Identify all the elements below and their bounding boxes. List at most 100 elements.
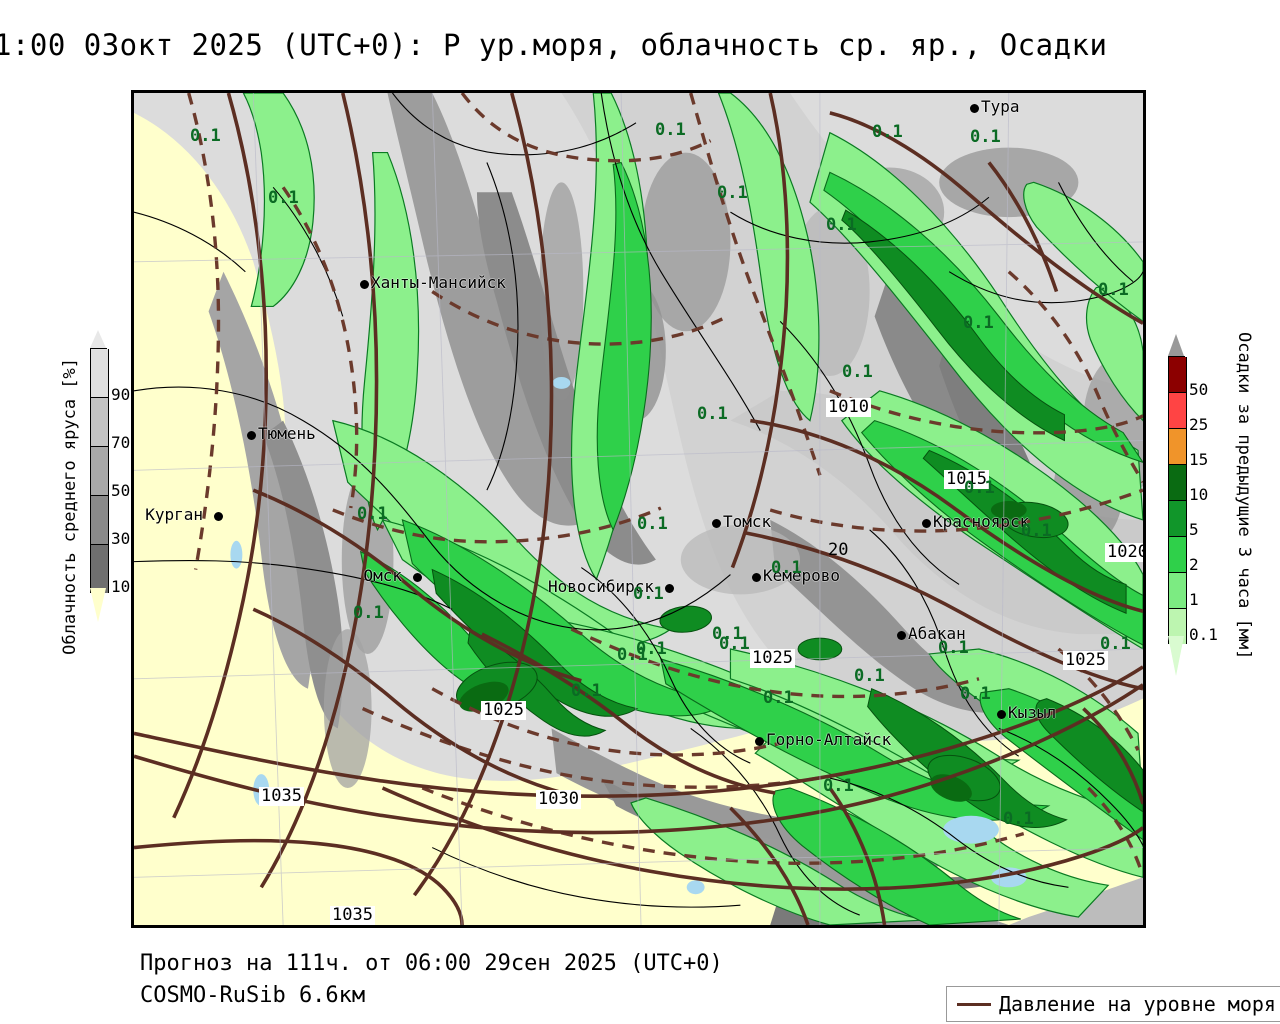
colorbar-segment <box>1168 428 1187 464</box>
city-label: Абакан <box>908 624 966 643</box>
colorbar-segment <box>90 446 109 495</box>
city-label: Томск <box>723 512 772 531</box>
colorbar-tick-label: 2 <box>1189 555 1199 574</box>
colorbar-tick-label: 70 <box>111 433 131 452</box>
city-dot <box>970 104 979 113</box>
city-dot <box>413 573 422 582</box>
map-canvas[interactable]: Тура Ханты-Мансийск Тюмень Курган Омск Томск Н… <box>134 93 1143 925</box>
city-label: Ханты-Мансийск <box>371 273 506 292</box>
city-label: Новосибирск <box>548 577 654 596</box>
isobar-label: 1030 <box>536 789 581 809</box>
precipitation-label: 0.1 <box>697 404 728 424</box>
colorbar-tick-label: 10 <box>111 577 131 596</box>
precipitation-label: 0.1 <box>826 215 857 235</box>
isobar-label: 1015 <box>944 469 989 489</box>
colorbar-tick-label: 30 <box>111 529 131 548</box>
precipitation-colorbar-title: Осадки за предыдущие 3 часа [мм] <box>1234 332 1254 660</box>
precipitation-label: 0.1 <box>1098 280 1129 300</box>
colorbar-tick-label: 90 <box>111 385 131 404</box>
colorbar-segment <box>90 349 109 397</box>
colorbar-segment <box>90 544 109 593</box>
colorbar-tick-label: 50 <box>1189 380 1209 399</box>
colorbar-segment <box>1168 464 1187 500</box>
city-label: Красноярск <box>933 512 1030 531</box>
precipitation-colorbar-scale <box>1168 356 1187 644</box>
precipitation-cap-bottom <box>1168 636 1184 676</box>
pressure-legend: Давление на уровне моря <box>946 986 1280 1022</box>
colorbar-tick-label: 25 <box>1189 415 1209 434</box>
precipitation-label: 0.1 <box>964 478 995 498</box>
colorbar-tick-label: 15 <box>1189 450 1209 469</box>
city-dot <box>997 710 1006 719</box>
precipitation-label: 0.1 <box>717 183 748 203</box>
city-dot <box>712 519 721 528</box>
city-dot <box>922 519 931 528</box>
precipitation-label: 0.1 <box>190 126 221 146</box>
precipitation-layer <box>242 93 1143 925</box>
precipitation-label: 0.1 <box>712 624 743 644</box>
city-dot <box>665 584 674 593</box>
precipitation-label: 0.1 <box>823 776 854 796</box>
isobar-label: 1010 <box>826 397 871 417</box>
cloud-cover-cap-bottom <box>90 588 106 622</box>
precipitation-label: 0.1 <box>353 603 384 623</box>
colorbar-tick-label: 0.1 <box>1189 625 1218 644</box>
map-render <box>134 93 1143 925</box>
colorbar-segment <box>1168 392 1187 428</box>
precipitation-label: 0.1 <box>960 684 991 704</box>
colorbar-tick-label: 10 <box>1189 485 1209 504</box>
city-label: Тура <box>981 97 1020 116</box>
precipitation-label: 0.1 <box>872 122 903 142</box>
precipitation-label: 0.1 <box>636 639 667 659</box>
precipitation-label: 0.1 <box>1003 809 1034 829</box>
city-label: Горно-Алтайск <box>766 730 892 749</box>
admin-borders <box>134 93 1143 916</box>
city-label: Курган <box>145 505 203 524</box>
precipitation-label: 0.1 <box>571 681 602 701</box>
isobar-label: 1025 <box>1063 650 1108 670</box>
pressure-line-swatch <box>957 1002 991 1006</box>
cloud-cover-colorbar: Облачность среднего яруса [%] 90 70 50 30 10 <box>60 330 135 655</box>
model-info-line: COSMO-RuSib 6.6км <box>140 983 366 1008</box>
precipitation-label: 0.1 <box>963 313 994 333</box>
precipitation-label: 0.1 <box>268 188 299 208</box>
precipitation-label: 0.1 <box>357 504 388 524</box>
precipitation-label: 0.1 <box>1100 634 1131 654</box>
isobar-label: 1025 <box>481 700 526 720</box>
city-dot <box>247 431 256 440</box>
isobar-label: 1035 <box>330 905 375 925</box>
precipitation-label: 0.1 <box>719 634 750 654</box>
precipitation-label: 0.1 <box>655 120 686 140</box>
city-dot <box>360 280 369 289</box>
precipitation-label: 0.1 <box>1021 521 1052 541</box>
city-label: Тюмень <box>258 424 316 443</box>
precipitation-colorbar: 50 25 15 10 5 2 1 0.1 Осадки за предыдущие 3 ча… <box>1168 332 1278 698</box>
precipitation-label: 0.1 <box>842 362 873 382</box>
colorbar-segment <box>90 397 109 446</box>
cloud-cover-colorbar-scale <box>90 348 109 593</box>
colorbar-tick-label: 1 <box>1189 590 1199 609</box>
precipitation-label: 0.1 <box>771 558 802 578</box>
graticule <box>134 93 1143 925</box>
colorbar-segment <box>1168 357 1187 392</box>
map-frame[interactable]: Тура Ханты-Мансийск Тюмень Курган Омск Томск Н… <box>131 90 1146 928</box>
colorbar-segment <box>1168 608 1187 644</box>
colorbar-tick-label: 5 <box>1189 520 1199 539</box>
isobar-label: 1035 <box>259 786 304 806</box>
precipitation-cap-top <box>1168 334 1184 356</box>
city-dot <box>755 737 764 746</box>
city-label: Омск <box>363 566 402 585</box>
colorbar-segment <box>1168 536 1187 572</box>
city-dot <box>214 512 223 521</box>
colorbar-segment <box>1168 500 1187 536</box>
cloud-cover-cap-top <box>90 330 106 348</box>
pressure-legend-label: Давление на уровне моря <box>999 992 1276 1016</box>
forecast-info-line: Прогноз на 111ч. от 06:00 29сен 2025 (UT… <box>140 951 723 976</box>
colorbar-segment <box>90 495 109 544</box>
page-title: 21:00 03окт 2025 (UTC+0): P ур.моря, обл… <box>0 28 1108 62</box>
precipitation-label: 0.1 <box>854 666 885 686</box>
isobar-label: 1025 <box>750 648 795 668</box>
city-dot <box>752 573 761 582</box>
precipitation-label: 0.1 <box>637 514 668 534</box>
